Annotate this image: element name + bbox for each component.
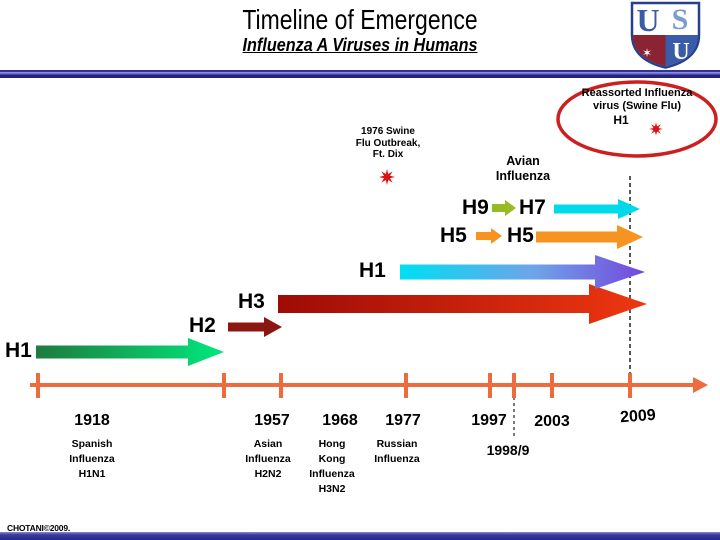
strain-label-h1-russian: H1 <box>359 259 386 282</box>
event-hong-kong-influenza: Hong Kong Influenza H3N2 <box>309 438 355 495</box>
strain-label-h2: H2 <box>189 314 216 337</box>
year-1998-9: 1998/9 <box>486 442 530 458</box>
strain-label-h1-spanish: H1 <box>5 339 32 362</box>
tick-1957 <box>222 373 226 398</box>
swine-flu-callout-strain: H1 <box>613 113 629 127</box>
year-2003: 2003 <box>534 413 570 430</box>
year-1968: 1968 <box>322 412 358 429</box>
logo-letter-u: U <box>636 2 659 38</box>
credit-text: CHOTANI©2009. <box>7 523 71 533</box>
year-1918: 1918 <box>74 412 110 429</box>
timeline-axis-arrowhead <box>693 377 708 393</box>
tick-2009 <box>628 373 632 398</box>
outbreak-1976-note: 1976 Swine Flu Outbreak, Ft. Dix <box>355 126 421 160</box>
logo-letter-s: S <box>672 3 689 36</box>
title-divider <box>0 70 720 78</box>
shield-quadrant-blue <box>665 35 698 67</box>
swine-flu-callout-text: Reassorted Influenza virus (Swine Flu) <box>581 87 693 112</box>
page-title: Timeline of Emergence <box>242 4 478 35</box>
outbreak-star-icon <box>379 169 395 185</box>
timeline-ticks <box>36 373 632 398</box>
h5-small-arrow <box>476 228 502 244</box>
year-1977: 1977 <box>385 412 421 429</box>
page-subtitle: Influenza A Viruses in Humans <box>242 35 478 55</box>
year-1957: 1957 <box>254 412 290 429</box>
tick-1998 <box>512 373 516 398</box>
strain-label-h5-second: H5 <box>507 224 534 247</box>
tick-2003 <box>550 373 554 398</box>
h9-small-arrow <box>492 200 516 216</box>
strain-label-h5-first: H5 <box>440 224 467 247</box>
event-russian-influenza: Russian Influenza <box>374 438 420 465</box>
h3-arrow <box>278 284 647 324</box>
event-spanish-influenza: Spanish Influenza H1N1 <box>69 438 115 480</box>
usu-shield-logo: U S U ✶ <box>630 1 701 69</box>
avian-influenza-label: Avian Influenza <box>495 154 551 183</box>
strain-label-h3: H3 <box>238 290 265 313</box>
year-1997: 1997 <box>471 412 507 429</box>
strain-label-h7: H7 <box>519 196 546 219</box>
shield-quadrant-maroon <box>633 35 666 67</box>
strain-label-h9: H9 <box>462 196 489 219</box>
h2-arrow <box>228 317 282 337</box>
tick-1918 <box>36 373 40 398</box>
logo-letter-u2: U <box>672 39 689 65</box>
h1-russian-arrow <box>400 255 645 289</box>
h7-long-arrow <box>554 199 640 219</box>
tick-1968 <box>279 373 283 398</box>
logo-emblem-icon: ✶ <box>642 46 652 60</box>
tick-1997 <box>488 373 492 398</box>
h1-spanish-arrow <box>36 338 224 366</box>
bottom-border-bar <box>0 532 720 540</box>
h5-long-arrow <box>536 225 643 249</box>
swine-flu-callout-ellipse <box>556 80 718 158</box>
tick-1977 <box>404 373 408 398</box>
event-asian-influenza: Asian Influenza H2N2 <box>245 438 291 480</box>
